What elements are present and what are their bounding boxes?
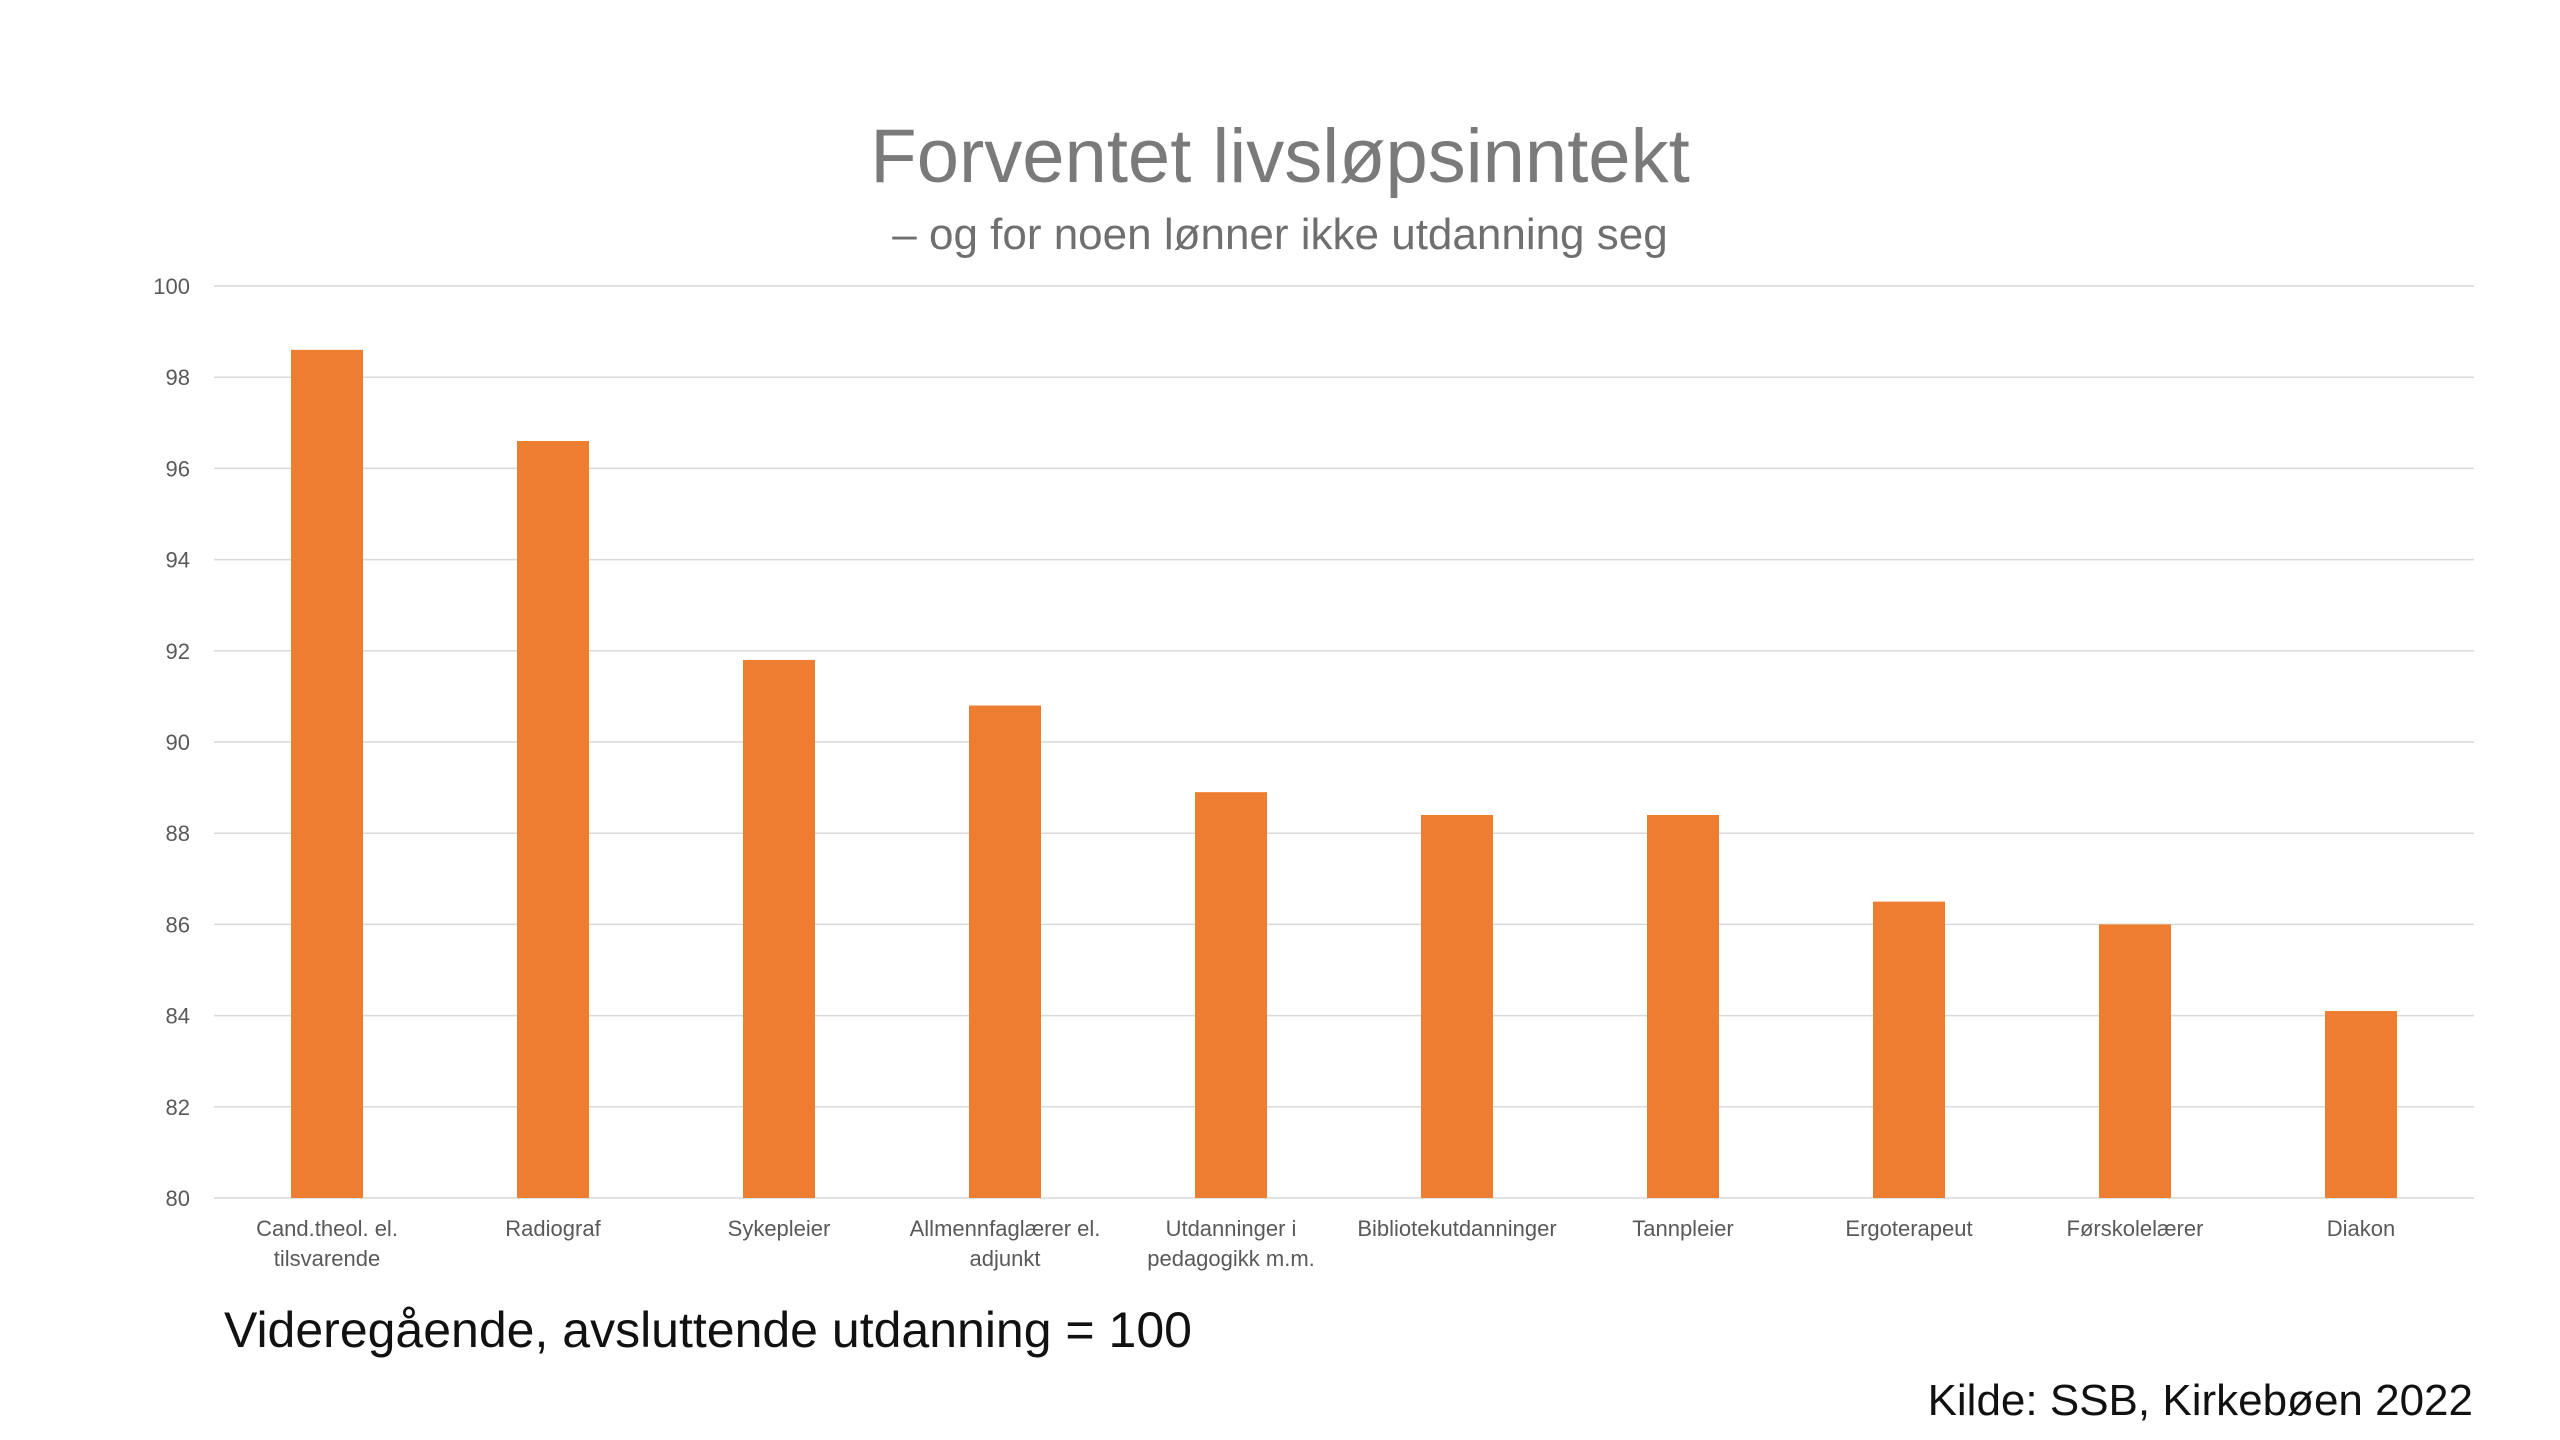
x-tick-label-line: Bibliotekutdanninger bbox=[1357, 1216, 1556, 1241]
x-tick-label: Allmennfaglærer el. adjunkt bbox=[910, 1216, 1101, 1271]
x-tick-label-line: Ergoterapeut bbox=[1845, 1216, 1972, 1241]
bars bbox=[291, 349, 2397, 1199]
x-tick-label-line: Tannpleier bbox=[1632, 1216, 1734, 1241]
x-tick-label: Tannpleier bbox=[1632, 1216, 1734, 1241]
bar bbox=[1195, 792, 1267, 1198]
x-tick-label-line: Sykepleier bbox=[728, 1216, 831, 1241]
x-tick-label: Diakon bbox=[2327, 1216, 2395, 1241]
x-tick-label: Ergoterapeut bbox=[1845, 1216, 1972, 1241]
gridlines bbox=[214, 285, 2474, 1199]
y-tick-label: 88 bbox=[166, 821, 190, 846]
x-tick-label-line: Radiograf bbox=[505, 1216, 601, 1241]
x-axis-ticks: Cand.theol. el. tilsvarende Radiograf Sykep… bbox=[256, 1216, 2395, 1271]
baseline-note: Videregående, avsluttende utdanning = 10… bbox=[224, 1302, 1192, 1358]
bar bbox=[1873, 901, 1945, 1198]
x-tick-label: Radiograf bbox=[505, 1216, 601, 1241]
x-tick-label-line: Utdanninger i bbox=[1166, 1216, 1297, 1241]
x-tick-label-line: tilsvarende bbox=[274, 1246, 380, 1271]
x-tick-label: Førskolelærer bbox=[2067, 1216, 2204, 1241]
x-tick-label-line: Førskolelærer bbox=[2067, 1216, 2204, 1241]
y-tick-label: 94 bbox=[166, 548, 190, 573]
x-tick-label: Bibliotekutdanninger bbox=[1357, 1216, 1556, 1241]
y-tick-label: 92 bbox=[166, 639, 190, 664]
y-tick-label: 100 bbox=[153, 274, 190, 299]
bar bbox=[291, 349, 363, 1199]
y-tick-label: 86 bbox=[166, 912, 190, 937]
x-tick-label: Sykepleier bbox=[728, 1216, 831, 1241]
x-tick-label-line: adjunkt bbox=[970, 1246, 1041, 1271]
bar bbox=[1421, 814, 1493, 1198]
bar bbox=[969, 705, 1041, 1198]
y-tick-label: 82 bbox=[166, 1095, 190, 1120]
bar bbox=[743, 659, 815, 1198]
chart-title: Forventet livsløpsinntekt bbox=[870, 114, 1689, 199]
y-tick-label: 84 bbox=[166, 1004, 190, 1029]
bar bbox=[517, 441, 589, 1198]
y-tick-label: 90 bbox=[166, 730, 190, 755]
y-axis-ticks: 80 82 84 86 88 90 92 94 96 98 100 bbox=[153, 274, 190, 1211]
x-tick-label-line: pedagogikk m.m. bbox=[1147, 1246, 1315, 1271]
x-tick-label: Cand.theol. el. tilsvarende bbox=[256, 1216, 398, 1271]
source-citation: Kilde: SSB, Kirkebøen 2022 bbox=[1928, 1376, 2473, 1425]
bar bbox=[2325, 1011, 2397, 1198]
x-tick-label-line: Cand.theol. el. bbox=[256, 1216, 398, 1241]
x-tick-label: Utdanninger i pedagogikk m.m. bbox=[1147, 1216, 1315, 1271]
y-tick-label: 98 bbox=[166, 365, 190, 390]
x-tick-label-line: Diakon bbox=[2327, 1216, 2395, 1241]
bar bbox=[1647, 814, 1719, 1198]
x-tick-label-line: Allmennfaglærer el. bbox=[910, 1216, 1101, 1241]
chart-subtitle: – og for noen lønner ikke utdanning seg bbox=[892, 210, 1667, 259]
y-tick-label: 80 bbox=[166, 1186, 190, 1211]
y-tick-label: 96 bbox=[166, 456, 190, 481]
bar bbox=[2099, 924, 2171, 1198]
